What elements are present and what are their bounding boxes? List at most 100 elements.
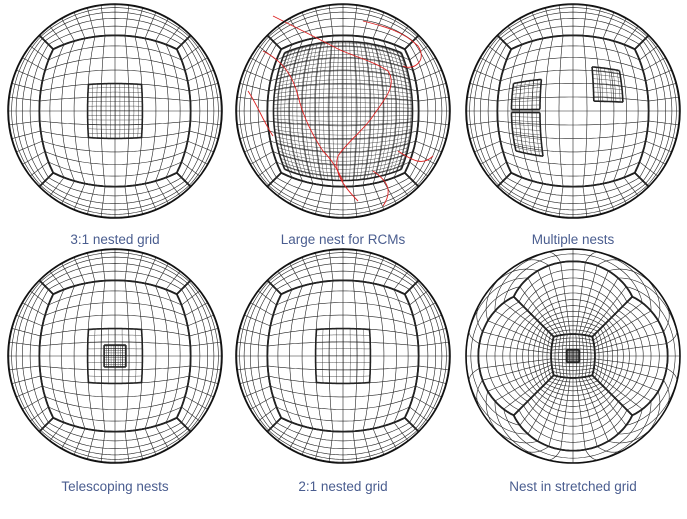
sphere-outline [7,3,223,219]
grid-line [418,96,450,102]
nest-edge [316,381,370,385]
grid-line [492,268,538,444]
face-edge [512,260,634,298]
nest-line [315,369,371,370]
nest-line [94,329,96,383]
grid-line [29,289,49,423]
nest-line [283,165,403,178]
nest-line [274,125,412,131]
grid-line [190,96,222,102]
nest-line [512,87,541,91]
caption: 3:1 nested grid [70,232,159,247]
grid-line [506,45,640,61]
grid-line [21,40,46,182]
grid-line [626,301,660,411]
grid-line [487,44,507,178]
grid-line [623,44,639,178]
grid-line [582,4,588,36]
coastline [247,90,434,207]
grid-line [546,333,552,379]
nest-line [274,132,412,140]
nest-edge [86,84,90,138]
sphere-grid [235,3,451,219]
nest-line [279,154,407,166]
grid-line [485,275,661,321]
nest-line [616,70,621,103]
grid-line [468,331,678,344]
face-edge [591,296,633,338]
face-edge [496,48,512,174]
grid-line [550,377,596,383]
nest-line [88,133,142,135]
grid-line [276,45,410,61]
nest-line [101,328,102,384]
face-edge [266,48,282,174]
grid-line [383,40,397,182]
grid-line [134,252,143,282]
nest-edge [591,66,595,102]
nest-edge [400,52,414,170]
grid-line [249,285,274,427]
caption: Nest in stretched grid [509,479,637,494]
nest-line [593,91,623,95]
grid-line [362,7,371,37]
grid-line [249,40,274,182]
grid-line [588,286,627,336]
nest-line [322,329,324,383]
nest-edge [368,329,372,383]
nest-edge [316,327,370,331]
nest-line [87,369,143,370]
face-edge [266,293,282,419]
nest-edge [314,329,318,383]
grid-line [418,341,450,347]
grid-line [155,40,169,182]
grid-line [328,249,334,281]
grid-line [100,4,106,36]
grid-line [155,285,169,427]
nest-line [284,42,402,55]
grid-line [588,335,592,377]
coastline [262,50,344,182]
grid-line [48,422,182,442]
grid-line [470,286,520,426]
face-edge [477,295,515,417]
nest-line [519,81,522,110]
nest-line [280,54,406,66]
grid-line [593,302,643,341]
grid-line [165,289,181,423]
nest-line [87,91,143,93]
nest-edge [510,112,517,151]
grid-line [48,177,182,197]
grid-line [548,251,561,461]
nest-line [316,375,370,377]
coastline-map [247,15,434,207]
grid-line [558,4,564,36]
nest-edge [140,329,144,383]
grid-line [647,83,677,92]
nest-line [512,131,541,136]
grid-line [393,44,409,178]
coastline [362,20,422,68]
grid-line [592,7,601,37]
face-edge [38,48,54,174]
grid-line [585,251,598,461]
grid-line [352,249,358,281]
nest-line [523,81,526,110]
nest-line [88,87,142,89]
grid-line [503,302,553,341]
nest-line [276,70,410,80]
nest-line [273,107,413,109]
sphere-grid [235,248,451,464]
nest-line [513,82,542,87]
nest-line [600,67,603,102]
grid-line [584,335,588,377]
nest-line [512,91,541,95]
nest-line [88,375,142,377]
grid-line [506,177,640,197]
nest-line [87,128,143,130]
nest-line [275,136,411,145]
grid-line [189,83,219,92]
nest-edge [510,83,515,110]
nest-line [274,88,412,95]
